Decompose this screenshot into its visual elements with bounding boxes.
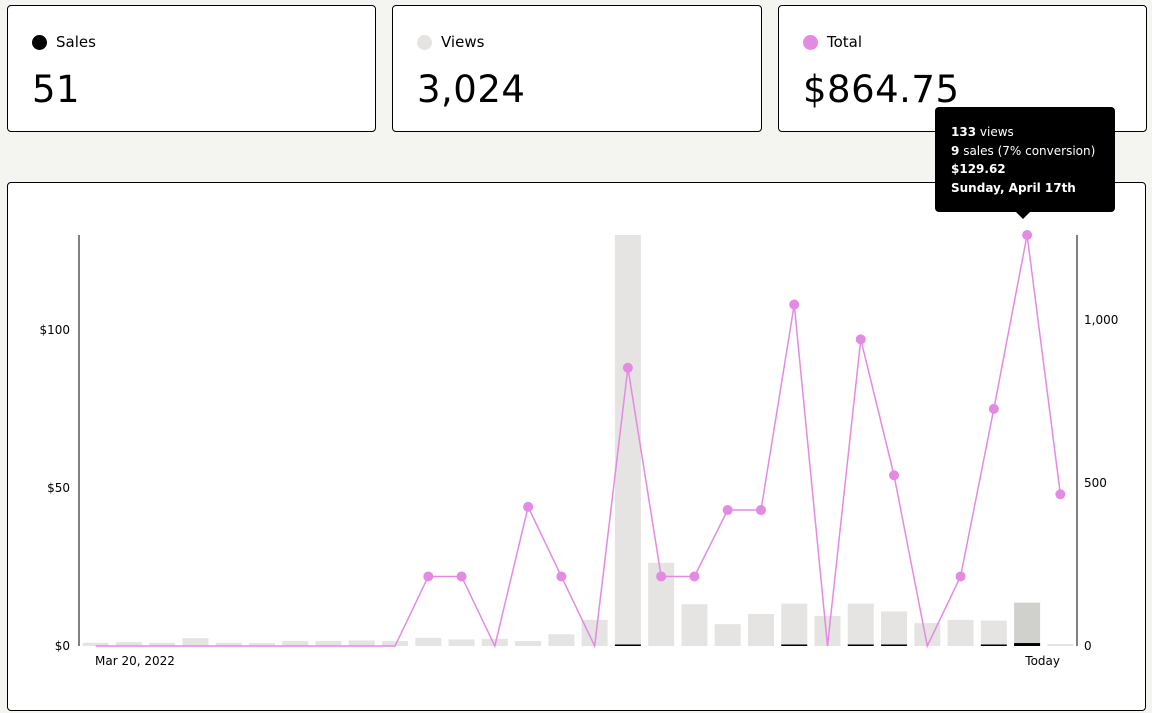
views-bar bbox=[415, 637, 442, 646]
views-bar bbox=[914, 623, 941, 646]
x-label-last: Today bbox=[1024, 654, 1060, 668]
total-point bbox=[988, 403, 999, 414]
chart-tooltip: 133 views 9 sales (7% conversion) $129.6… bbox=[935, 107, 1115, 219]
views-bar bbox=[1047, 644, 1074, 646]
views-bar bbox=[747, 614, 774, 646]
total-label: Total bbox=[803, 33, 862, 51]
views-bar bbox=[382, 641, 409, 646]
tooltip-sales: 9 sales (7% conversion) bbox=[951, 142, 1115, 161]
total-point bbox=[656, 571, 667, 582]
total-point bbox=[722, 505, 733, 516]
sales-label: Sales bbox=[32, 33, 96, 51]
total-point bbox=[955, 571, 966, 582]
views-label: Views bbox=[417, 33, 484, 51]
tooltip-views-word: views bbox=[979, 125, 1014, 139]
total-label-text: Total bbox=[827, 33, 863, 51]
views-bar bbox=[315, 641, 342, 646]
total-point bbox=[889, 470, 900, 481]
total-point bbox=[755, 505, 766, 516]
y-left-tick-label: $0 bbox=[55, 639, 70, 653]
sales-label-text: Sales bbox=[56, 33, 96, 51]
sales-bar bbox=[847, 644, 874, 646]
total-point bbox=[523, 501, 534, 512]
views-bar bbox=[847, 603, 874, 646]
total-point bbox=[1022, 230, 1033, 240]
sales-bar bbox=[1014, 643, 1041, 646]
total-dot-icon bbox=[803, 34, 818, 50]
views-label-text: Views bbox=[441, 33, 485, 51]
views-dot-icon bbox=[417, 34, 432, 50]
total-point bbox=[855, 334, 866, 345]
sales-views-chart[interactable]: $0 $50 $100 0 500 1,000 Mar 20, 2022 Today bbox=[8, 183, 1147, 712]
views-bar bbox=[481, 638, 508, 646]
views-card: Views 3,024 bbox=[392, 5, 762, 132]
y-right-tick-label: 0 bbox=[1084, 639, 1092, 653]
x-label-first: Mar 20, 2022 bbox=[95, 654, 175, 668]
views-bar bbox=[781, 603, 808, 646]
tooltip-date: Sunday, April 17th bbox=[951, 180, 1076, 195]
total-point bbox=[789, 299, 800, 310]
tooltip-sales-count: 9 bbox=[951, 143, 960, 158]
sales-bar bbox=[881, 644, 908, 646]
chart-panel: $0 $50 $100 0 500 1,000 Mar 20, 2022 Today bbox=[7, 182, 1146, 711]
views-bar bbox=[947, 619, 974, 646]
views-value: 3,024 bbox=[417, 68, 526, 111]
tooltip-views: 133 views bbox=[951, 123, 1115, 142]
views-bar bbox=[348, 640, 375, 646]
views-bar bbox=[149, 642, 176, 646]
total-point bbox=[423, 571, 434, 582]
total-line bbox=[95, 234, 1062, 649]
views-bar bbox=[1014, 602, 1041, 646]
tooltip-views-count: 133 bbox=[951, 125, 977, 139]
y-left-tick-label: $100 bbox=[39, 323, 70, 337]
views-bar bbox=[448, 639, 475, 646]
total-point bbox=[622, 362, 633, 373]
views-bar bbox=[182, 638, 209, 646]
y-left-tick-label: $50 bbox=[47, 481, 70, 495]
views-bar bbox=[881, 611, 908, 646]
sales-bar bbox=[980, 644, 1007, 646]
views-bar bbox=[515, 641, 542, 646]
sales-bar bbox=[614, 644, 641, 646]
views-bar bbox=[82, 642, 109, 646]
tooltip-revenue: $129.62 bbox=[951, 162, 1006, 176]
views-bar bbox=[282, 641, 309, 646]
tooltip-sales-rest: sales (7% conversion) bbox=[963, 143, 1096, 158]
y-right-tick-label: 1,000 bbox=[1084, 313, 1118, 327]
tooltip-arrow-icon bbox=[1016, 212, 1030, 219]
total-value: $864.75 bbox=[803, 68, 960, 111]
total-point bbox=[689, 571, 700, 582]
views-bar bbox=[681, 604, 708, 646]
views-bar bbox=[115, 642, 142, 646]
sales-card: Sales 51 bbox=[7, 5, 376, 132]
y-right-tick-label: 500 bbox=[1084, 476, 1107, 490]
views-bar bbox=[548, 634, 575, 646]
total-point bbox=[456, 571, 467, 582]
views-bar bbox=[215, 642, 242, 646]
views-bar bbox=[980, 620, 1007, 646]
views-bar bbox=[714, 624, 741, 646]
total-point bbox=[556, 571, 567, 582]
views-bar bbox=[248, 643, 275, 646]
sales-value: 51 bbox=[32, 68, 81, 111]
sales-dot-icon bbox=[32, 34, 47, 50]
sales-bar bbox=[781, 644, 808, 646]
total-point bbox=[1055, 489, 1066, 500]
